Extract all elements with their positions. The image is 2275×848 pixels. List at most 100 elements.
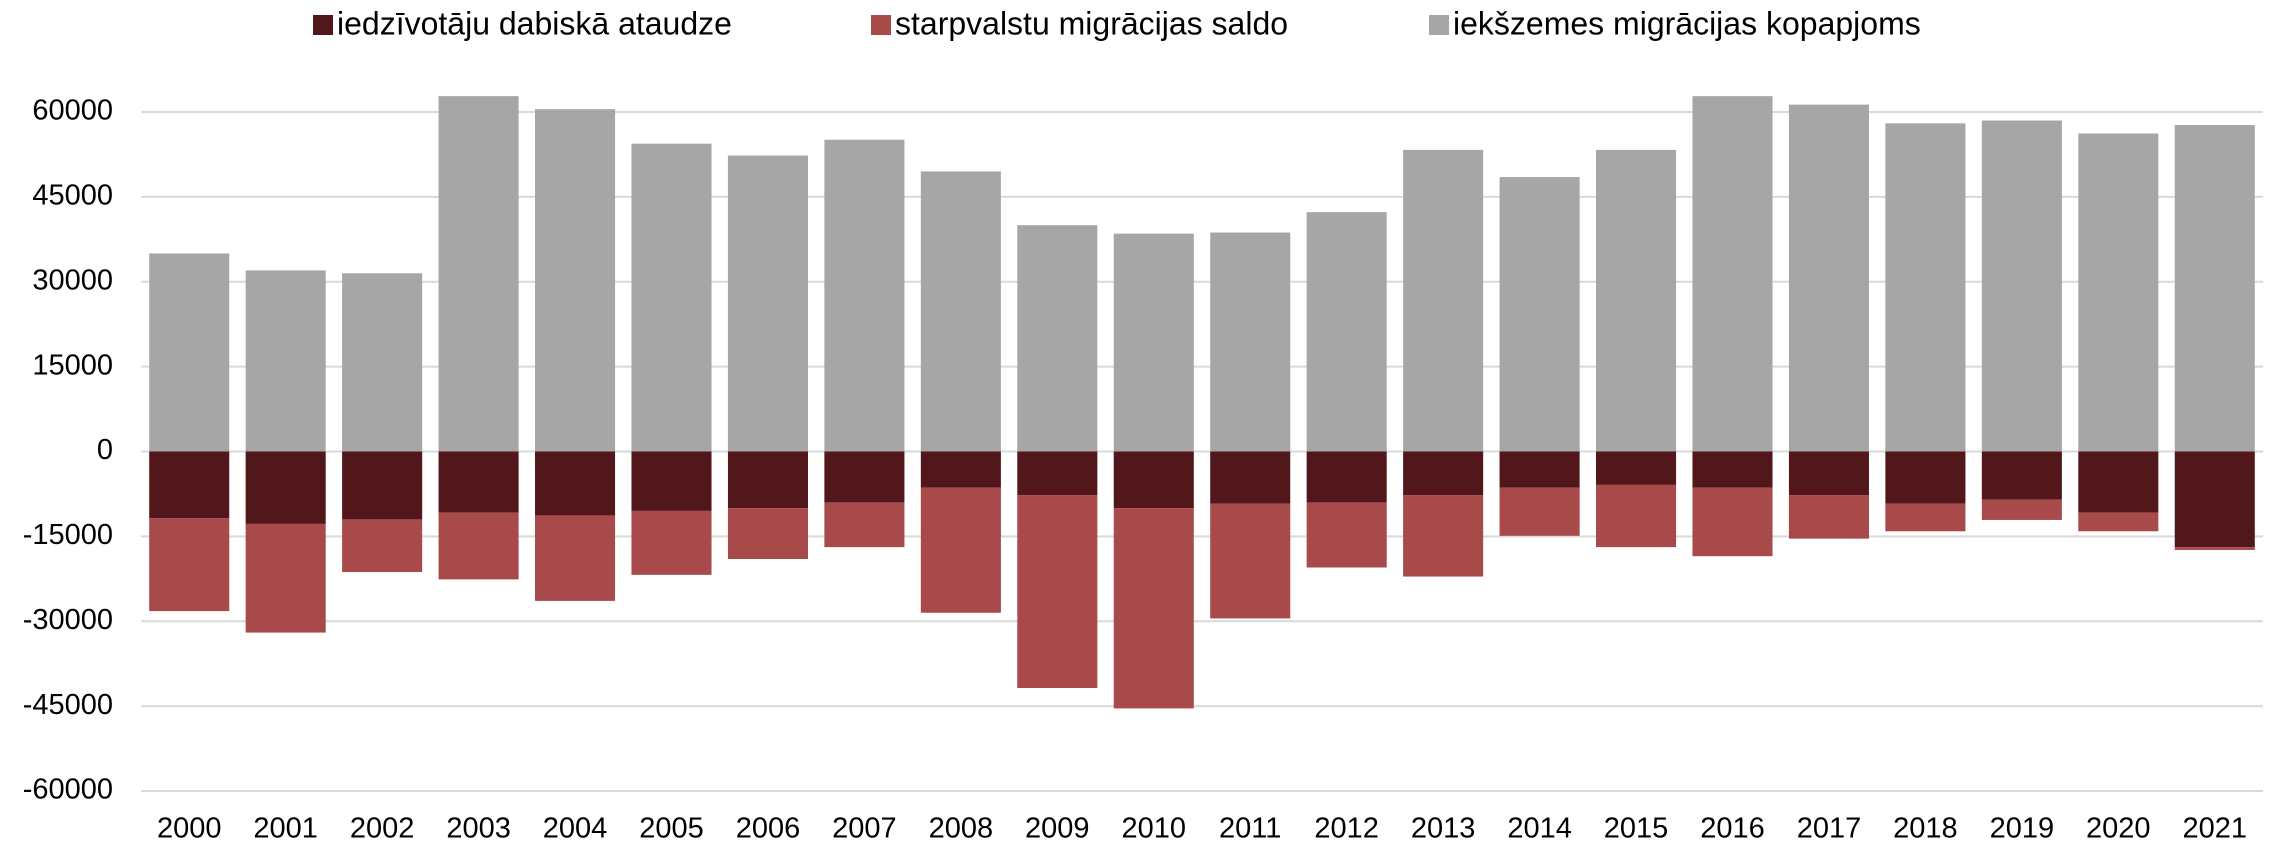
bar [1788,104,1869,452]
bar [824,451,905,503]
x-tick-label: 2002 [350,813,415,845]
bar [149,451,230,519]
bar [1596,149,1677,452]
bar [1692,451,1773,488]
bar [1499,177,1580,452]
y-tick-label: 15000 [32,349,113,381]
x-tick-label: 2003 [446,813,511,845]
x-tick-label: 2014 [1507,813,1572,845]
bar [824,502,905,548]
x-tick-label: 2012 [1314,813,1379,845]
legend-label: iedzīvotāju dabiskā ataudze [337,5,732,41]
y-tick-label: -15000 [23,519,113,551]
bar [1885,503,1966,532]
bar [1596,484,1677,548]
bar [1017,495,1098,689]
bar [1692,96,1773,452]
x-tick-label: 2010 [1122,813,1187,845]
y-tick-label: 30000 [32,264,113,296]
bar [920,451,1001,488]
bar [920,171,1001,452]
bar [149,253,230,452]
bar [1403,451,1484,496]
bar [727,155,808,452]
bar [342,273,423,452]
y-tick-label: 60000 [32,95,113,127]
x-tick-label: 2020 [2086,813,2151,845]
x-tick-label: 2001 [253,813,318,845]
bar [1499,487,1580,536]
bar [245,451,326,524]
bar [1210,232,1291,452]
bar [2078,451,2159,513]
x-tick-label: 2016 [1700,813,1765,845]
x-tick-label: 2008 [929,813,994,845]
bar [245,523,326,633]
legend-label: starpvalstu migrācijas saldo [895,5,1288,41]
x-tick-label: 2018 [1893,813,1958,845]
legend-swatch [1429,15,1449,35]
legend-swatch [313,15,333,35]
legend-swatch [871,15,891,35]
bar [727,451,808,509]
bar [438,451,519,513]
x-tick-label: 2005 [639,813,704,845]
x-tick-label: 2000 [157,813,222,845]
x-tick-label: 2015 [1604,813,1669,845]
bar [631,451,712,511]
bar [1210,451,1291,504]
bar [2078,512,2159,532]
bar [631,143,712,452]
bar [1981,451,2062,500]
x-tick-label: 2006 [736,813,801,845]
bar [535,109,616,452]
bar [1596,451,1677,485]
bar [535,515,616,601]
bar [1788,495,1869,539]
bar [1113,451,1194,509]
x-tick-label: 2021 [2183,813,2248,845]
x-tick-label: 2009 [1025,813,1090,845]
bar [1113,233,1194,452]
bar [1017,225,1098,452]
bar [1981,499,2062,520]
bar [1885,451,1966,504]
bar [1499,451,1580,488]
bar [1885,123,1966,452]
bar [1210,503,1291,619]
y-tick-label: 45000 [32,180,113,212]
bar [342,519,423,573]
legend-label: iekšzemes migrācijas kopapjoms [1453,5,1921,41]
y-tick-label: -60000 [23,774,113,806]
x-tick-label: 2004 [543,813,608,845]
x-tick-label: 2013 [1411,813,1476,845]
bar [824,139,905,452]
bar [438,96,519,452]
bar [2174,451,2255,548]
bar [920,487,1001,613]
bar [727,508,808,560]
bar [342,451,423,520]
bar [1403,495,1484,577]
x-tick-label: 2007 [832,813,897,845]
x-tick-label: 2019 [1990,813,2055,845]
bar [1306,502,1387,568]
bar [1306,451,1387,503]
bar [631,510,712,575]
x-tick-label: 2017 [1797,813,1862,845]
bar [2078,133,2159,452]
y-tick-label: -45000 [23,689,113,721]
y-tick-label: 0 [97,434,113,466]
bar [2174,547,2255,550]
bar [149,518,230,612]
bar [1113,508,1194,709]
bar [1403,149,1484,452]
y-tick-label: -30000 [23,604,113,636]
bar [1306,212,1387,452]
bar [1788,451,1869,496]
x-tick-label: 2011 [1219,813,1281,845]
bar [245,270,326,452]
bar [1981,120,2062,452]
bar [2174,125,2255,452]
